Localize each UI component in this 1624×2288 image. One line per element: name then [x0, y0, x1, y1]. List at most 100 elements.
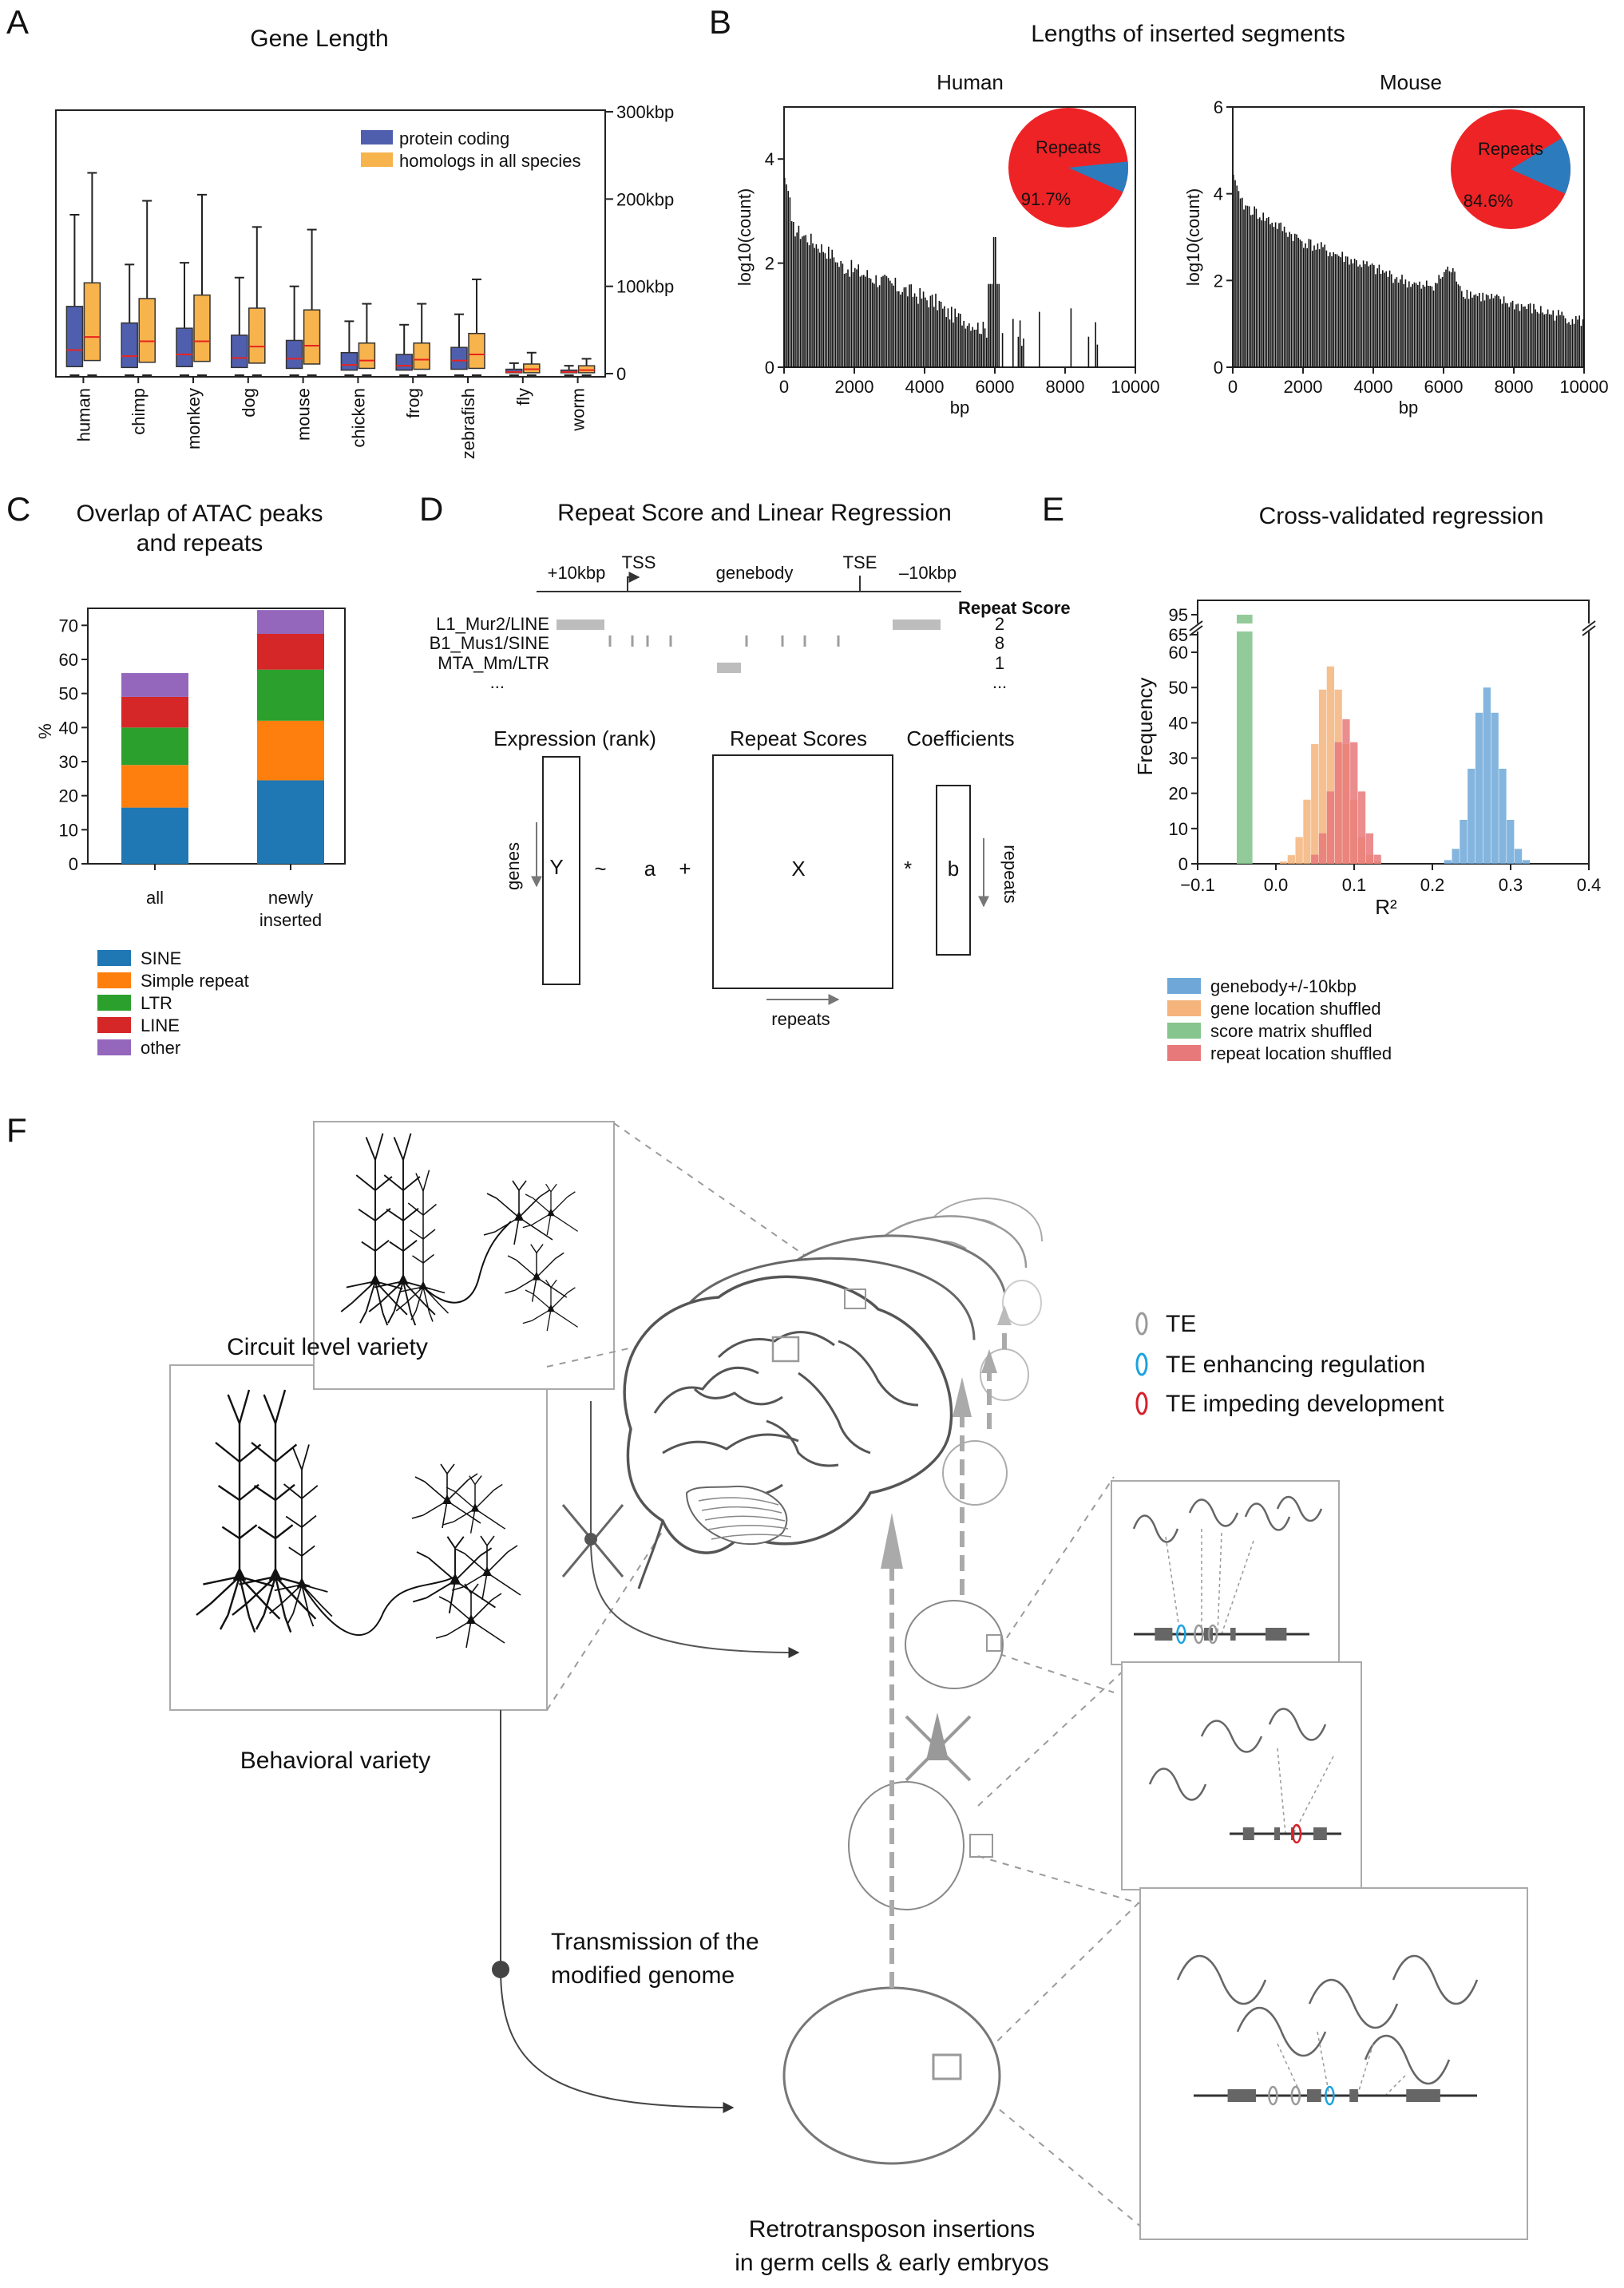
neuron-dendrite	[239, 1575, 276, 1585]
hist-bar	[846, 272, 847, 367]
pie-label: Repeats	[1478, 139, 1543, 159]
hist-bar	[972, 327, 973, 367]
zoom-box-middle	[1121, 1661, 1362, 1890]
hist-bar-gene-shuffled	[1287, 855, 1295, 864]
hist-bar	[1371, 263, 1373, 367]
hist-bar	[1376, 268, 1378, 367]
label-tss: TSS	[622, 552, 656, 572]
hist-bar-genebody	[1468, 768, 1475, 864]
te-insertion-icon	[1194, 1624, 1204, 1645]
neuron-dendrite	[474, 1475, 482, 1485]
hist-bar	[1570, 324, 1571, 367]
hist-bar	[1473, 295, 1475, 367]
box-homologs	[248, 307, 266, 364]
hist-bar	[1334, 254, 1337, 367]
neuron-dendrite	[486, 1193, 497, 1199]
symbol-star: *	[904, 857, 912, 881]
brain-stem	[637, 1520, 664, 1589]
neuron-dendrite	[435, 1634, 448, 1639]
neuron-dendrite	[533, 1197, 552, 1214]
hist-bar	[1285, 232, 1287, 367]
neuron-dendrite	[493, 1483, 503, 1491]
hist-bar	[1450, 272, 1452, 367]
hist-bar	[1561, 311, 1563, 367]
hist-bar	[852, 272, 854, 367]
panel-b-human-title: Human	[937, 70, 1004, 94]
neuron-dendrite	[451, 1586, 464, 1591]
x-tick-label: 2000	[1284, 377, 1323, 397]
hist-bar	[1369, 264, 1372, 367]
hist-bar	[1492, 298, 1495, 367]
hist-bar	[995, 237, 996, 367]
hist-bar	[1269, 224, 1271, 367]
neuron-cluster-small	[340, 1133, 578, 1332]
hist-bar	[1563, 315, 1565, 367]
neuron-dendrite	[239, 1576, 267, 1606]
hist-bar	[1568, 322, 1570, 367]
hist-bar	[1475, 294, 1477, 367]
hist-bar	[1435, 283, 1436, 367]
legend-label: repeat location shuffled	[1210, 1043, 1392, 1063]
box-protein-coding	[176, 327, 193, 368]
hist-bar	[1350, 259, 1352, 367]
hist-bar	[1447, 267, 1448, 367]
neuron-dendrite	[374, 1239, 390, 1252]
neuron-dendrite	[285, 1515, 303, 1528]
box-homologs	[523, 363, 541, 374]
embryo-tiny-1	[942, 1440, 1008, 1506]
neuron-dendrite	[412, 1597, 427, 1603]
neuron-dendrite	[402, 1208, 419, 1221]
te-wave	[1200, 1720, 1263, 1753]
insertion-guide	[1317, 2031, 1330, 2096]
hist-bar	[954, 308, 956, 367]
panel-c-title-line2: and repeats	[137, 530, 263, 556]
hist-bar	[1322, 247, 1324, 367]
hist-bar	[858, 264, 859, 367]
hist-bar-repeat-shuffled	[1357, 791, 1366, 864]
axis-break-mark	[1189, 620, 1203, 631]
neuron-dendrite	[507, 1545, 518, 1553]
neuron-dendrite	[464, 1553, 488, 1573]
hist-bar	[1019, 320, 1021, 367]
hist-bar	[1305, 243, 1306, 367]
hist-bar	[1580, 326, 1582, 367]
hist-bar	[1385, 271, 1387, 367]
hist-bar	[1023, 338, 1024, 367]
neuron-dendrite	[525, 1289, 533, 1295]
hist-bar	[957, 313, 960, 367]
hist-bar	[1444, 271, 1445, 367]
neuron-dendrite	[438, 1596, 450, 1602]
brain-main-outline	[623, 1275, 953, 1554]
hist-bar	[1338, 255, 1340, 367]
repeat-row-name: MTA_Mm/LTR	[438, 653, 549, 673]
neuron-dendrite	[411, 1514, 424, 1519]
repeat-mark-ltr	[717, 663, 741, 673]
neuron-dendrite	[454, 1555, 481, 1581]
neuron-dendrite	[395, 1303, 406, 1312]
gene-exon	[1266, 1628, 1287, 1641]
box-homologs	[138, 298, 156, 363]
hist-bar	[878, 285, 881, 367]
panel-d-diagram: Repeat Score and Linear Regression +10kb…	[430, 500, 1071, 1029]
neuron-dendrite	[400, 1286, 424, 1292]
hist-bar	[1336, 254, 1338, 367]
hist-bar	[907, 296, 909, 367]
dev-arrowhead	[997, 1305, 1012, 1325]
te-wave	[1276, 1495, 1323, 1522]
neuron-dendrite	[301, 1584, 310, 1616]
hist-bar	[1457, 284, 1460, 367]
panel-a-title: Gene Length	[250, 26, 388, 52]
neuron-dendrite	[446, 1536, 456, 1549]
panel-e-title: Cross-validated regression	[1259, 503, 1544, 529]
hist-bar	[1387, 276, 1389, 367]
hist-bar	[935, 293, 937, 367]
label-repeats-horizontal: repeats	[771, 1009, 830, 1029]
hist-bar	[856, 269, 858, 367]
hist-bar	[910, 284, 912, 367]
y-tick-label: 60	[59, 650, 78, 670]
hist-bar	[842, 263, 844, 367]
y-tick-label: 100kbp	[616, 277, 674, 297]
behavior-box	[169, 1364, 548, 1711]
neuron-dendrite	[446, 1479, 469, 1502]
neuron-dendrite	[416, 1551, 429, 1559]
